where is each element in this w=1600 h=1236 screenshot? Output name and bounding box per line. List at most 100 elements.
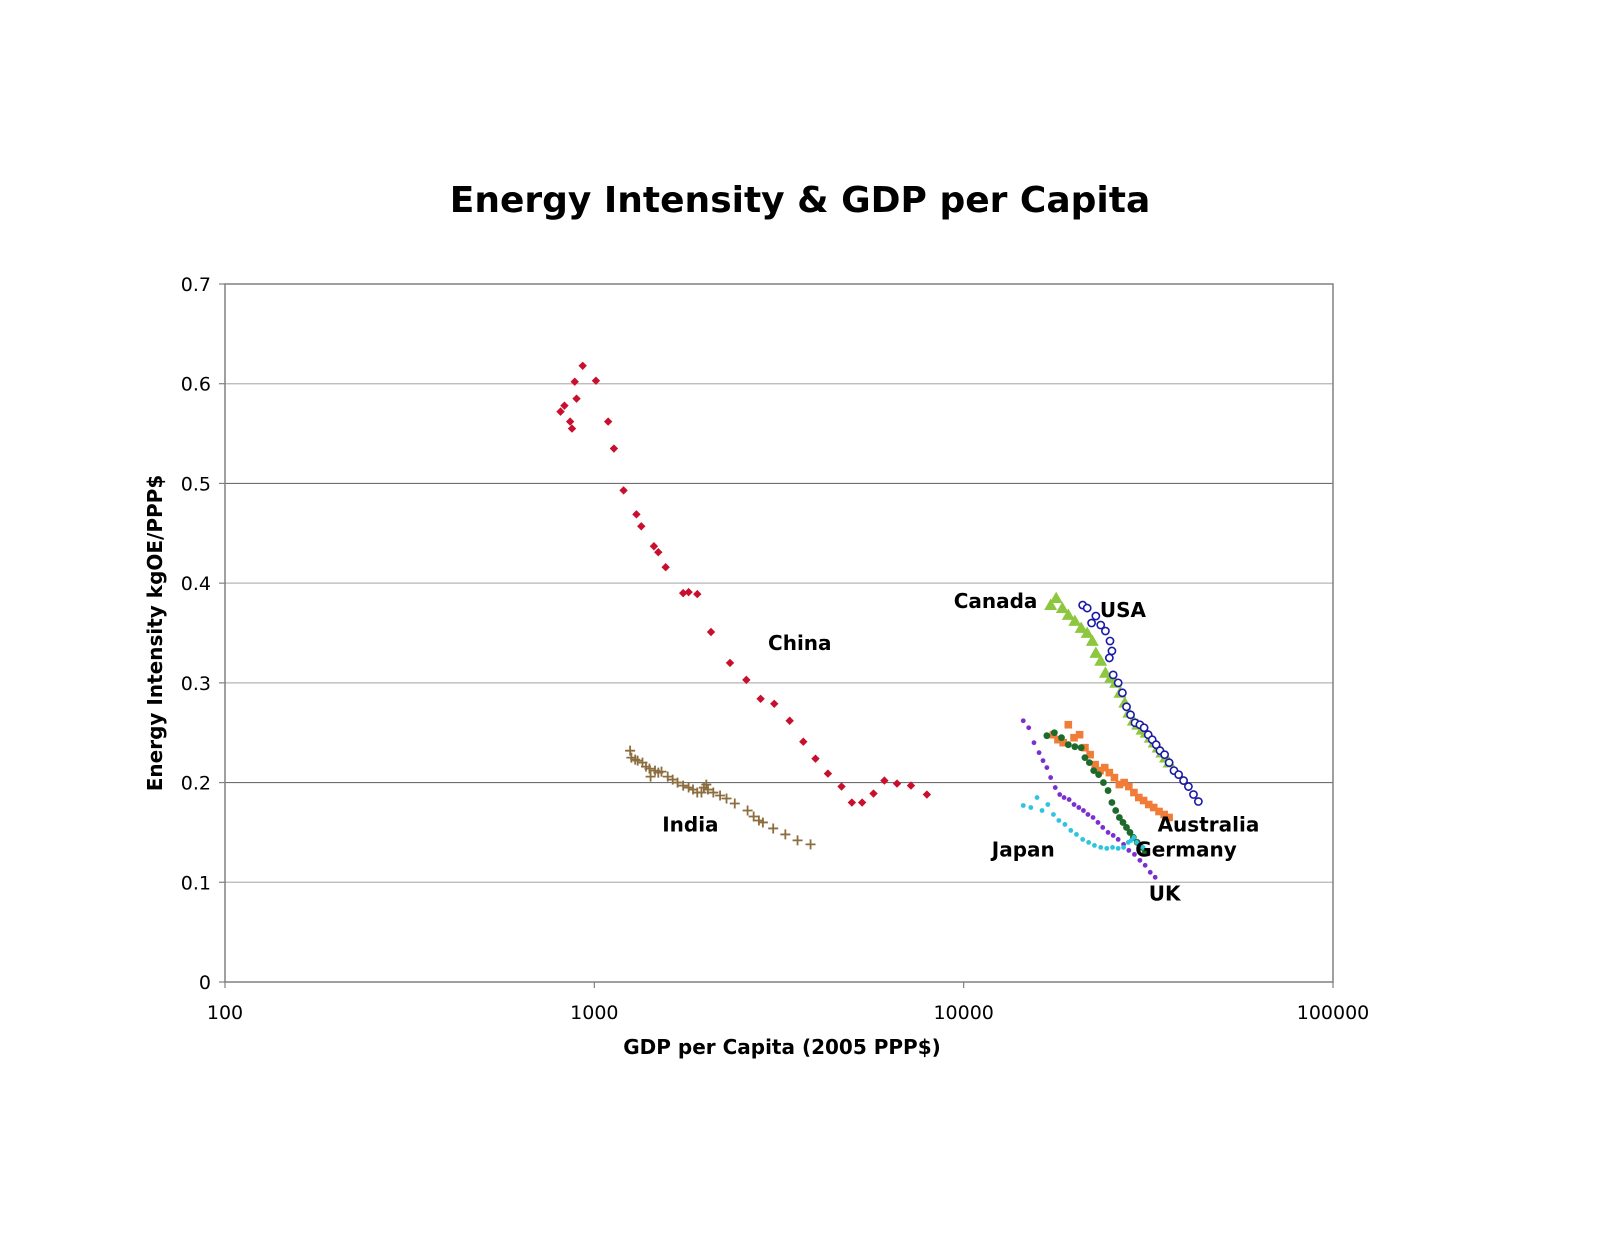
canada-point	[1055, 601, 1069, 613]
japan-point	[1086, 840, 1092, 845]
japan-point	[1028, 805, 1034, 810]
chart-title: Energy Intensity & GDP per Capita	[450, 180, 1151, 221]
india-point	[792, 835, 803, 846]
china-point	[654, 548, 663, 557]
series-label-australia: Australia	[1158, 812, 1260, 836]
uk-point	[1052, 785, 1058, 790]
china-point	[922, 790, 932, 799]
usa-point	[1101, 626, 1110, 636]
china-point	[837, 782, 846, 791]
series-japan	[1020, 795, 1146, 851]
australia-point	[1139, 796, 1148, 805]
china-point	[567, 424, 577, 433]
china-point	[678, 588, 688, 598]
japan-point	[1034, 795, 1040, 800]
usa-point	[1107, 646, 1117, 656]
china-point	[609, 444, 619, 453]
usa-point	[1160, 750, 1170, 760]
australia-point	[1149, 803, 1158, 812]
japan-point	[1051, 812, 1056, 817]
germany-point	[1071, 743, 1079, 751]
japan-point	[1140, 844, 1146, 850]
series-uk	[1020, 718, 1158, 880]
plot-area-border	[224, 283, 1334, 983]
uk-point	[1115, 837, 1121, 842]
germany-point	[1115, 814, 1123, 821]
china-point	[637, 522, 646, 531]
uk-point	[1110, 833, 1116, 838]
india-point	[672, 777, 683, 788]
series-china	[556, 361, 932, 807]
uk-point	[1085, 812, 1091, 817]
usa-point	[1184, 782, 1193, 791]
australia-point	[1081, 743, 1089, 752]
australia-point	[1059, 738, 1068, 747]
japan-point	[1137, 841, 1143, 847]
y-tick-label: 0.5	[181, 473, 211, 495]
germany-point	[1064, 741, 1072, 749]
australia-point	[1054, 735, 1062, 744]
china-point	[823, 769, 833, 778]
india-point	[656, 766, 667, 777]
germany-point	[1058, 734, 1065, 742]
germany-point	[1050, 729, 1058, 737]
japan-point	[1020, 803, 1026, 808]
usa-point	[1117, 688, 1127, 698]
y-tick-label: 0.2	[181, 773, 211, 795]
japan-point	[1074, 832, 1079, 837]
canada-point	[1049, 591, 1063, 603]
china-point	[811, 754, 820, 763]
usa-point	[1091, 611, 1101, 621]
india-point	[708, 787, 719, 798]
usa-point	[1104, 653, 1114, 663]
y-tick-label: 0.1	[181, 872, 211, 894]
germany-point	[1141, 848, 1149, 856]
china-point	[570, 377, 579, 386]
germany-point	[1081, 754, 1089, 762]
series-label-germany: Germany	[1135, 837, 1236, 861]
series-label-india: India	[662, 812, 718, 836]
germany-point	[1043, 732, 1051, 740]
india-point	[805, 839, 816, 850]
india-point	[701, 779, 712, 790]
series-label-usa: USA	[1100, 598, 1147, 622]
uk-point	[1152, 874, 1158, 880]
usa-point	[1151, 740, 1161, 750]
canada-point	[1068, 614, 1082, 626]
usa-point	[1105, 636, 1115, 646]
uk-point	[1137, 857, 1143, 863]
china-point	[706, 627, 716, 637]
china-point	[619, 486, 628, 495]
usa-point	[1108, 670, 1118, 680]
uk-point	[1040, 758, 1046, 764]
japan-point	[1115, 845, 1121, 851]
usa-point	[1174, 770, 1184, 779]
china-point	[892, 779, 902, 788]
australia-point	[1091, 760, 1099, 769]
germany-point	[1126, 829, 1134, 836]
australia-point	[1110, 773, 1119, 782]
uk-point	[1095, 820, 1101, 825]
japan-point	[1062, 822, 1068, 827]
uk-point	[1061, 795, 1067, 800]
australia-point	[1086, 750, 1094, 759]
china-point	[847, 798, 857, 807]
uk-point	[1071, 802, 1077, 807]
uk-point	[1105, 830, 1111, 835]
uk-point	[1142, 862, 1148, 868]
china-point	[578, 361, 587, 370]
india-point	[625, 745, 636, 756]
series-india	[625, 745, 816, 850]
india-point	[632, 755, 643, 766]
x-tick-label: 100000	[1297, 1002, 1370, 1024]
germany-point	[1119, 819, 1127, 826]
china-point	[556, 407, 565, 416]
series-usa	[1078, 600, 1203, 806]
usa-point	[1096, 620, 1106, 630]
uk-point	[1147, 869, 1153, 875]
china-point	[725, 658, 735, 668]
australia-point	[1100, 763, 1109, 772]
x-axis-ticks: 100 1000 10000 100000	[207, 982, 1369, 1024]
canada-point	[1080, 626, 1094, 638]
uk-point	[1090, 815, 1096, 820]
